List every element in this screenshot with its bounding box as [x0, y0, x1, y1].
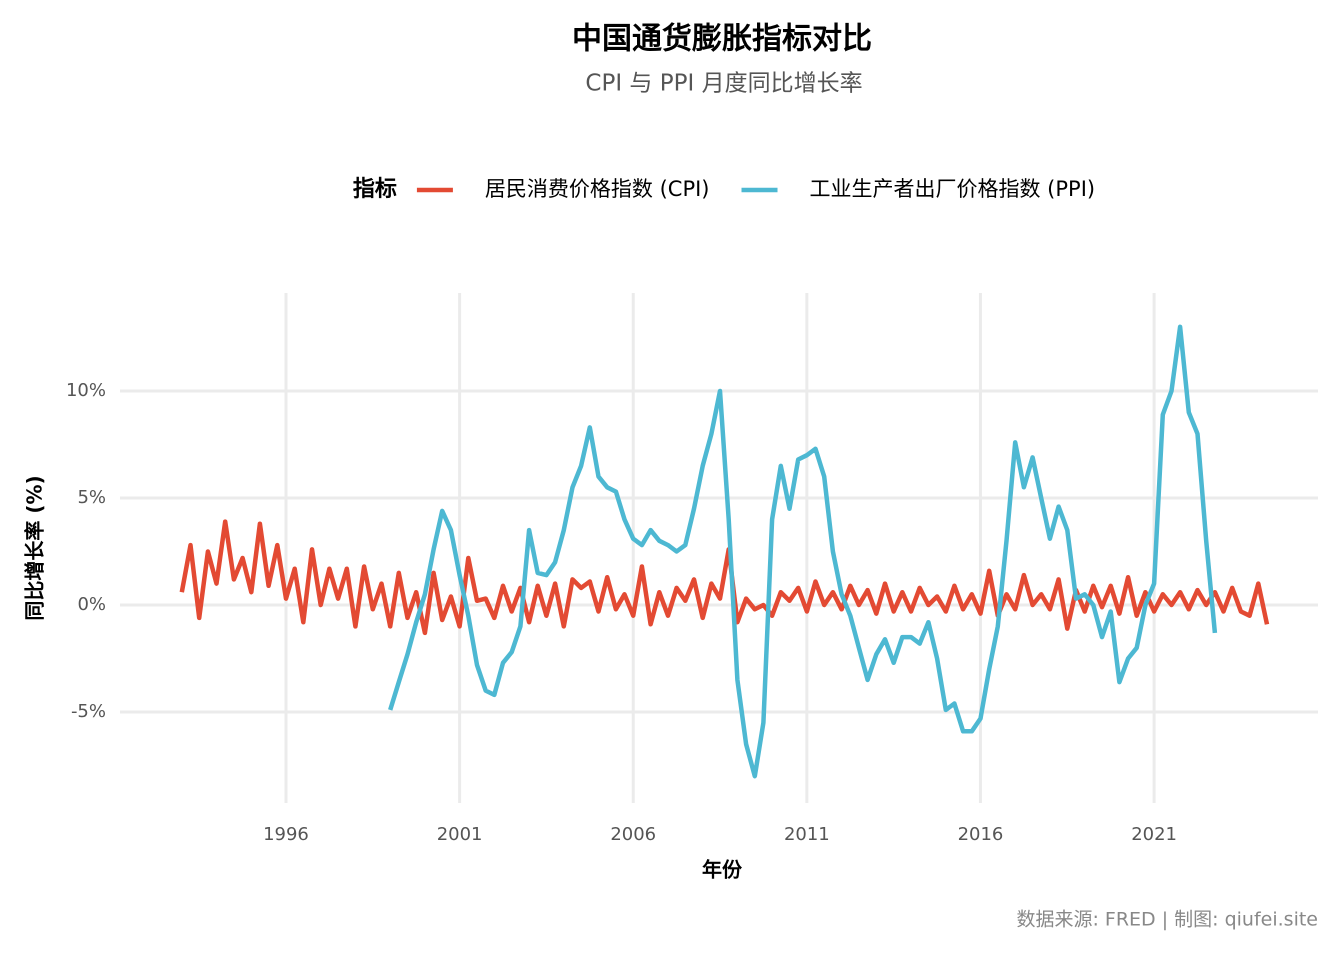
- legend-title: 指标: [353, 176, 397, 202]
- y-tick-label: 5%: [77, 487, 106, 508]
- x-tick-label: 2021: [1131, 824, 1177, 845]
- grid: [120, 293, 1318, 803]
- legend-label: 工业生产者出厂价格指数 (PPI): [810, 177, 1096, 201]
- x-tick-label: 2011: [784, 824, 830, 845]
- x-axis-label: 年份: [702, 858, 743, 882]
- chart-subtitle: CPI 与 PPI 月度同比增长率: [585, 71, 862, 97]
- x-tick-label: 2016: [958, 824, 1004, 845]
- y-axis-label: 同比增长率 (%): [23, 475, 47, 620]
- caption: 数据来源: FRED | 制图: qiufei.site: [1016, 909, 1318, 931]
- y-tick-label: 0%: [77, 594, 106, 615]
- legend-label: 居民消费价格指数 (CPI): [485, 177, 710, 201]
- series-line: [388, 324, 1218, 779]
- x-tick-label: 2001: [437, 824, 483, 845]
- series-line: [179, 519, 1270, 636]
- y-tick-label: -5%: [71, 701, 106, 722]
- x-tick-label: 1996: [263, 824, 309, 845]
- y-tick-label: 10%: [66, 380, 106, 401]
- legend: 指标 居民消费价格指数 (CPI) 工业生产者出厂价格指数 (PPI): [353, 176, 1095, 202]
- chart-title: 中国通货膨胀指标对比: [572, 22, 872, 57]
- x-tick-label: 2006: [610, 824, 656, 845]
